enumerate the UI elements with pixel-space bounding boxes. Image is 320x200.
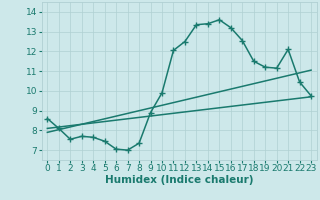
X-axis label: Humidex (Indice chaleur): Humidex (Indice chaleur)	[105, 175, 253, 185]
